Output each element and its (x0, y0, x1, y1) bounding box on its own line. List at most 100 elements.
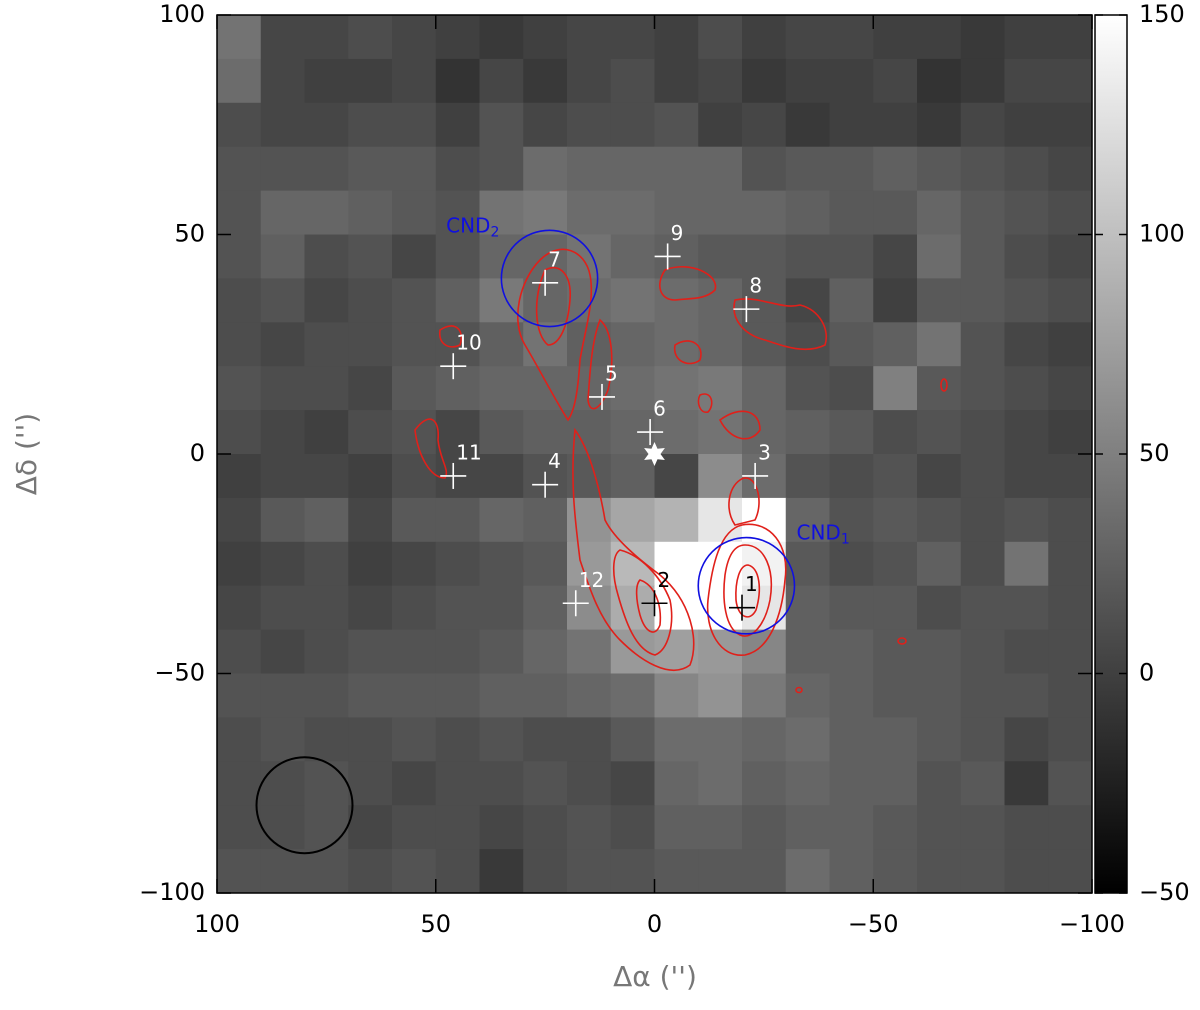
cell (479, 146, 524, 192)
cell (917, 805, 962, 850)
cell (260, 629, 305, 674)
cell (742, 410, 787, 455)
contour (414, 418, 448, 479)
cell (392, 541, 437, 587)
cell (260, 15, 305, 60)
cell (785, 410, 830, 455)
cell (304, 454, 349, 499)
cell (304, 629, 349, 674)
region-label: CND2 (446, 213, 499, 241)
cell (304, 717, 349, 762)
cell (479, 15, 524, 60)
cell (960, 717, 1005, 762)
cell (610, 278, 655, 323)
cell (742, 761, 787, 806)
cell (742, 102, 787, 148)
cell (348, 717, 393, 762)
cell (1004, 102, 1049, 148)
cell (567, 673, 612, 718)
cell (348, 366, 393, 411)
cell (654, 497, 699, 543)
cell (654, 805, 699, 850)
cell (479, 454, 524, 499)
cell (348, 761, 393, 806)
cell (523, 58, 568, 104)
cell (523, 190, 568, 235)
cell (873, 454, 918, 499)
cell (873, 585, 918, 631)
cell (610, 15, 655, 60)
cell (917, 278, 962, 323)
cell (567, 585, 612, 631)
cell (435, 234, 480, 279)
cell (960, 805, 1005, 850)
contour (535, 266, 571, 346)
cell (567, 58, 612, 104)
colorbar-tick-label: 50 (1139, 439, 1170, 467)
cell (260, 761, 305, 806)
cell (260, 849, 305, 894)
cell (873, 102, 918, 148)
cell (960, 146, 1005, 192)
cell (960, 585, 1005, 631)
cell (304, 761, 349, 806)
y-tick-label: 100 (159, 0, 205, 28)
cell (1048, 585, 1093, 631)
cell (829, 673, 874, 718)
cell (217, 102, 262, 148)
cell (348, 410, 393, 455)
cell (1004, 761, 1049, 806)
cell (567, 541, 612, 587)
center-star (644, 442, 665, 466)
cell (435, 849, 480, 894)
region-circle (697, 536, 796, 635)
cell (479, 805, 524, 850)
cell (698, 58, 743, 104)
cell (567, 146, 612, 192)
cell (217, 805, 262, 850)
cell (698, 673, 743, 718)
cell (610, 146, 655, 192)
cell (479, 717, 524, 762)
contour (587, 318, 613, 410)
region-sub: 2 (490, 224, 499, 240)
cell (873, 629, 918, 674)
cell (917, 102, 962, 148)
cell (392, 673, 437, 718)
contours (414, 248, 948, 694)
cell (1004, 146, 1049, 192)
cell (304, 15, 349, 60)
contour (723, 544, 772, 637)
cell (217, 58, 262, 104)
cell (785, 673, 830, 718)
cell (917, 541, 962, 587)
cell (260, 454, 305, 499)
cell (698, 146, 743, 192)
cell (392, 497, 437, 543)
contour (439, 325, 462, 348)
cell (348, 278, 393, 323)
cell (1048, 629, 1093, 674)
contour (733, 298, 827, 351)
cell (217, 190, 262, 235)
cell (523, 146, 568, 192)
cell (260, 102, 305, 148)
cell (873, 58, 918, 104)
cell (304, 102, 349, 148)
cell (873, 761, 918, 806)
cell (917, 585, 962, 631)
cell (960, 454, 1005, 499)
x-tick-label: 0 (647, 910, 662, 938)
cell (348, 849, 393, 894)
cell (873, 15, 918, 60)
cell (829, 541, 874, 587)
cell (1048, 761, 1093, 806)
x-tick-label: −100 (1059, 910, 1125, 938)
cell (1004, 454, 1049, 499)
cell (873, 717, 918, 762)
cell (829, 58, 874, 104)
cell (698, 761, 743, 806)
cell (1048, 58, 1093, 104)
